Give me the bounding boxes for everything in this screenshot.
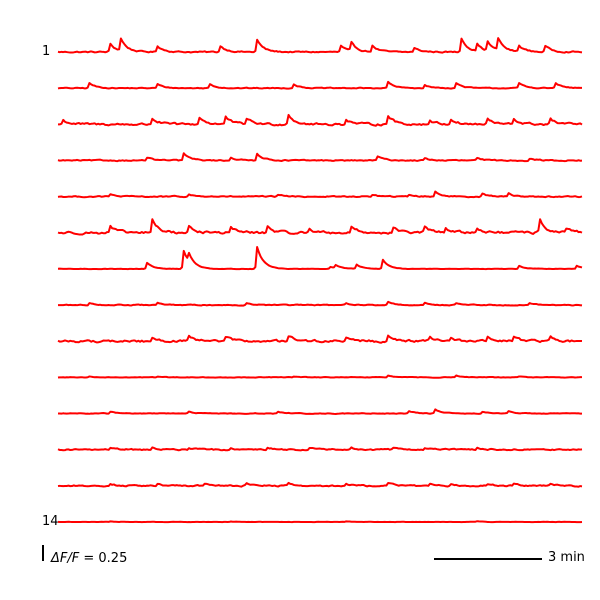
dff-scale-label: ΔF/F = 0.25 xyxy=(50,551,127,566)
traces-group xyxy=(57,37,583,524)
trace-12 xyxy=(57,446,583,452)
trace-6 xyxy=(57,218,583,236)
trace-14 xyxy=(57,520,583,524)
dff-symbol: ΔF/F xyxy=(50,551,80,566)
time-scale-label: 3 min xyxy=(548,550,585,565)
first-trace-label: 1 xyxy=(42,44,50,59)
trace-5 xyxy=(57,190,583,199)
trace-1 xyxy=(57,37,583,54)
trace-4 xyxy=(57,152,583,163)
trace-7 xyxy=(57,246,583,271)
trace-8 xyxy=(57,300,583,307)
trace-2 xyxy=(57,80,583,90)
trace-3 xyxy=(57,113,583,127)
dff-value: = 0.25 xyxy=(83,551,127,566)
trace-11 xyxy=(57,408,583,415)
trace-13 xyxy=(57,481,583,488)
trace-10 xyxy=(57,374,583,379)
last-trace-label: 14 xyxy=(42,514,59,529)
trace-9 xyxy=(57,334,583,344)
